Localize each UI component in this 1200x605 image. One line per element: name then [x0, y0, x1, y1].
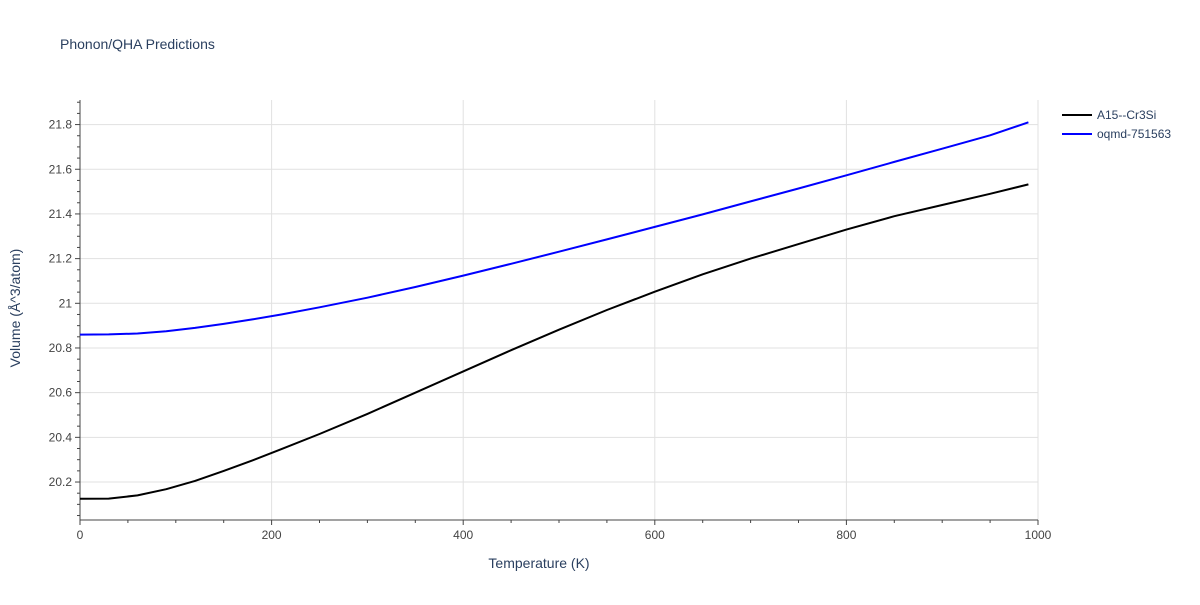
y-tick-label: 21.2: [49, 252, 73, 266]
legend-label: A15--Cr3Si: [1097, 108, 1156, 122]
y-axis-title: Volume (Å^3/atom): [7, 249, 23, 368]
series-line-oqmd-751563: [79, 121, 1029, 336]
y-tick-label: 20.2: [49, 475, 73, 489]
axes-layer: 0 200 400 600 800 1000 20.2 20.4 20.6 20.8 21 21.2 2…: [49, 100, 1052, 542]
x-tick-label: 200: [262, 528, 282, 542]
series-line-a15-cr3si: [79, 183, 1029, 500]
x-axis-title: Temperature (K): [488, 555, 589, 571]
x-tick-label: 0: [77, 528, 84, 542]
y-tick-label: 21: [59, 296, 73, 310]
legend: A15--Cr3Si oqmd-751563: [1062, 108, 1171, 141]
y-tick-label: 20.8: [49, 341, 73, 355]
x-tick-label: 600: [645, 528, 665, 542]
x-tick-label: 1000: [1025, 528, 1052, 542]
x-tick-label: 800: [836, 528, 856, 542]
y-tick-label: 20.4: [49, 430, 73, 444]
y-tick-label: 21.4: [49, 207, 73, 221]
y-tick-label: 20.6: [49, 386, 73, 400]
y-tick-label: 21.6: [49, 162, 73, 176]
grid-layer: [80, 100, 1039, 520]
x-tick-label: 400: [453, 528, 473, 542]
series-layer: [79, 121, 1029, 500]
y-tick-label: 21.8: [49, 118, 73, 132]
legend-label: oqmd-751563: [1097, 127, 1171, 141]
chart-title: Phonon/QHA Predictions: [60, 36, 215, 52]
